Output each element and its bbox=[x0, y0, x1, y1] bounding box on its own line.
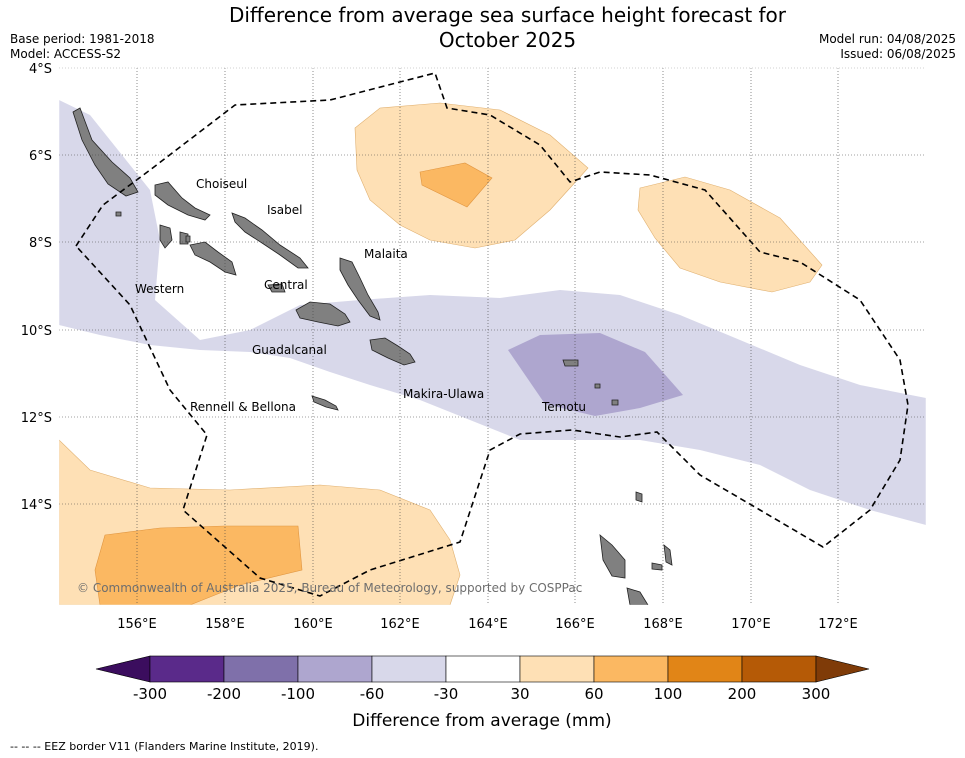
run-info: Model run: 04/08/2025 Issued: 06/08/2025 bbox=[819, 32, 956, 62]
lon-tick-label: 168°E bbox=[643, 617, 683, 632]
lat-tick-label: 14°S bbox=[21, 498, 52, 513]
island-espiritu-santo bbox=[599, 534, 626, 579]
lat-tick-label: 8°S bbox=[29, 236, 52, 251]
colorbar-segment bbox=[741, 655, 817, 683]
colorbar-tick-label: -30 bbox=[434, 685, 459, 703]
islands bbox=[72, 107, 673, 605]
lon-tick-label: 172°E bbox=[818, 617, 858, 632]
colorbar-tick-label: 60 bbox=[584, 685, 603, 703]
colorbar-tick-label: 30 bbox=[510, 685, 529, 703]
anomaly-patch-positive-east bbox=[637, 176, 823, 293]
label-temotu: Temotu bbox=[541, 400, 586, 414]
anomaly-band-negative bbox=[59, 100, 926, 525]
colorbar-tick-label: 300 bbox=[802, 685, 831, 703]
title-line-1: Difference from average sea surface heig… bbox=[228, 3, 787, 27]
colorbar-tick-label: 100 bbox=[654, 685, 683, 703]
colorbar bbox=[95, 655, 870, 683]
island-maewo bbox=[663, 544, 673, 566]
colorbar-segment bbox=[223, 655, 299, 683]
lon-tick-label: 166°E bbox=[555, 617, 595, 632]
colorbar-segment bbox=[593, 655, 669, 683]
anomaly-patch-positive-south-strong bbox=[94, 525, 303, 605]
island-bougainville bbox=[72, 107, 139, 197]
eez-footnote: -- -- -- EEZ border V11 (Flanders Marine… bbox=[10, 740, 319, 753]
map-area bbox=[59, 68, 926, 605]
colorbar-extend-high bbox=[815, 655, 870, 683]
colorbar-segment bbox=[297, 655, 373, 683]
model-info: Base period: 1981-2018 Model: ACCESS-S2 bbox=[10, 32, 155, 62]
lat-tick-label: 6°S bbox=[29, 149, 52, 164]
island-isabel bbox=[231, 212, 309, 269]
island-torres bbox=[635, 491, 643, 503]
island-florida bbox=[267, 283, 286, 293]
island-makira bbox=[369, 337, 416, 366]
colorbar-tick-label: -100 bbox=[281, 685, 315, 703]
colorbar-tick-label: 200 bbox=[728, 685, 757, 703]
label-rennell-bellona: Rennell & Bellona bbox=[190, 400, 296, 414]
model-run: Model run: 04/08/2025 bbox=[818, 32, 956, 46]
colorbar-segment bbox=[667, 655, 743, 683]
province-labels: Choiseul Isabel Malaita Western Central … bbox=[135, 177, 586, 414]
colorbar-extend-low bbox=[95, 655, 151, 683]
lat-tick-label: 10°S bbox=[21, 324, 52, 339]
lon-tick-label: 170°E bbox=[731, 617, 771, 632]
island-vanikoro bbox=[594, 383, 601, 389]
base-period: Base period: 1981-2018 bbox=[10, 32, 155, 46]
eez-border bbox=[74, 72, 909, 597]
latitude-labels: 4°S 6°S 8°S 10°S 12°S 14°S bbox=[21, 62, 52, 513]
lon-tick-label: 158°E bbox=[205, 617, 245, 632]
island-malaita bbox=[339, 257, 381, 321]
anomaly-patch-negative-strong bbox=[508, 333, 683, 416]
lon-tick-label: 156°E bbox=[117, 617, 157, 632]
map-title: Difference from average sea surface heig… bbox=[200, 3, 815, 53]
label-malaita: Malaita bbox=[364, 247, 408, 261]
label-choiseul: Choiseul bbox=[196, 177, 247, 191]
colorbar-segment bbox=[445, 655, 521, 683]
map-figure: 4°S 6°S 8°S 10°S 12°S 14°S 156°E 158°E 160°E 162… bbox=[21, 62, 927, 731]
colorbar-tick-labels: -300 -200 -100 -60 -30 30 60 100 200 300 bbox=[133, 685, 830, 703]
map-frame bbox=[58, 67, 927, 606]
colorbar-segment bbox=[371, 655, 447, 683]
island-small-3 bbox=[651, 562, 663, 571]
copyright-notice: © Commonwealth of Australia 2025, Bureau… bbox=[77, 581, 582, 595]
title-line-2: October 2025 bbox=[438, 28, 577, 52]
island-tikopia bbox=[611, 399, 619, 406]
model-name: Model: ACCESS-S2 bbox=[10, 47, 122, 61]
island-rennell bbox=[311, 395, 339, 411]
label-guadalcanal: Guadalcanal bbox=[252, 343, 327, 357]
label-isabel: Isabel bbox=[267, 203, 302, 217]
colorbar-segment bbox=[149, 655, 225, 683]
colorbar-title: Difference from average (mm) bbox=[352, 711, 611, 731]
island-choiseul bbox=[154, 181, 211, 221]
longitude-labels: 156°E 158°E 160°E 162°E 164°E 166°E 168°E 170°E… bbox=[117, 617, 858, 632]
lat-tick-label: 4°S bbox=[29, 62, 52, 77]
island-small-2 bbox=[185, 235, 191, 243]
island-small-1 bbox=[115, 211, 122, 217]
colorbar-tick-label: -300 bbox=[133, 685, 167, 703]
colorbar-tick-label: -200 bbox=[207, 685, 241, 703]
island-new-georgia bbox=[189, 241, 237, 276]
island-malekula bbox=[626, 587, 649, 605]
label-makira-ulawa: Makira-Ulawa bbox=[403, 387, 484, 401]
island-ndeni bbox=[562, 359, 579, 367]
colorbar-segment bbox=[519, 655, 595, 683]
lon-tick-label: 160°E bbox=[293, 617, 333, 632]
lon-tick-label: 162°E bbox=[380, 617, 420, 632]
island-guadalcanal bbox=[295, 301, 351, 327]
issued-date: Issued: 06/08/2025 bbox=[840, 47, 956, 61]
lat-tick-label: 12°S bbox=[21, 411, 52, 426]
label-western: Western bbox=[135, 282, 184, 296]
anomaly-patch-positive-north-strong bbox=[419, 162, 493, 208]
lon-tick-label: 164°E bbox=[468, 617, 508, 632]
colorbar-tick-label: -60 bbox=[360, 685, 385, 703]
label-central: Central bbox=[264, 278, 308, 292]
island-vella-lavella bbox=[159, 224, 173, 249]
